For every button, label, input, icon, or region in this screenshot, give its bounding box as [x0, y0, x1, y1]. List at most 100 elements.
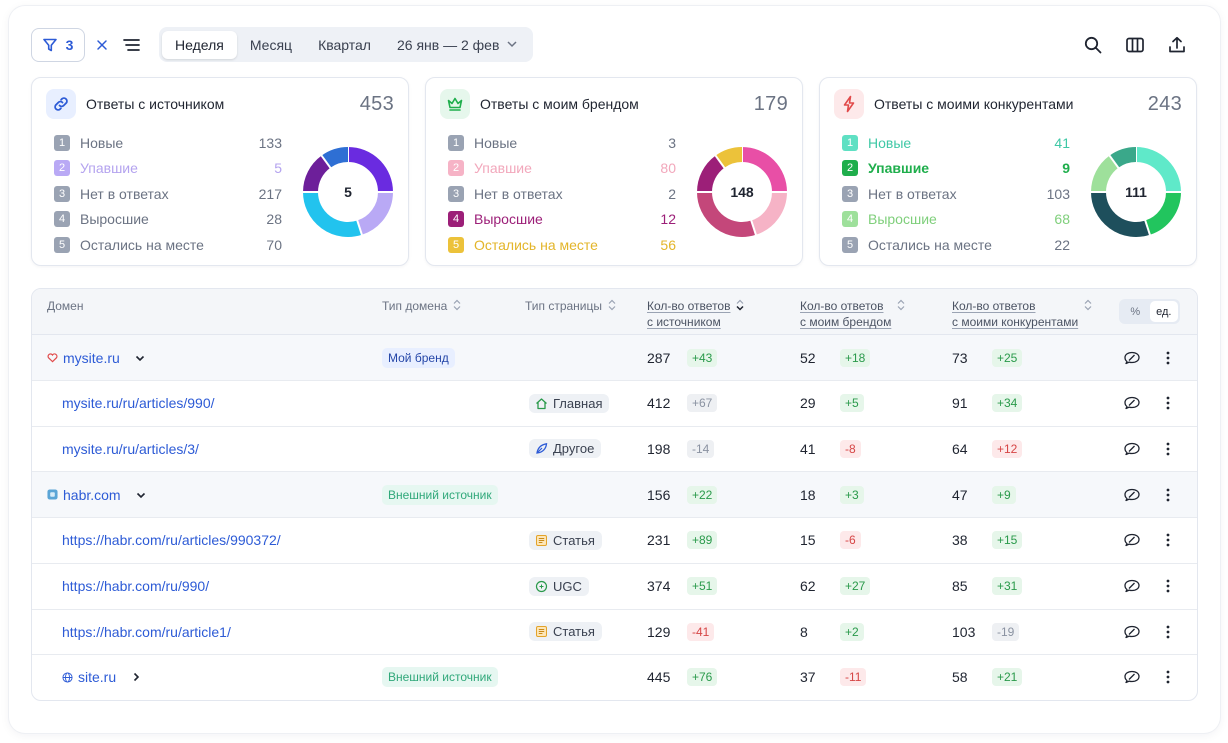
- table-group-row[interactable]: mysite.ru Мой бренд 287 +43 52 +18 73 +2…: [32, 335, 1197, 381]
- ai-answers-button[interactable]: [1124, 655, 1140, 700]
- donut-separator: [320, 154, 332, 170]
- more-vertical-icon[interactable]: [1166, 351, 1170, 365]
- row-menu-button[interactable]: [1166, 426, 1170, 471]
- header-page-type[interactable]: Тип страницы: [525, 298, 616, 314]
- donut-segment[interactable]: [1135, 147, 1181, 193]
- donut-segment[interactable]: [697, 155, 725, 193]
- ai-answers-icon[interactable]: [1124, 488, 1140, 502]
- chevron-down-icon[interactable]: [135, 489, 147, 501]
- donut-segment[interactable]: [347, 147, 393, 193]
- legend-item[interactable]: 2 Упавшие 5: [54, 156, 282, 182]
- columns-button[interactable]: [1122, 33, 1148, 57]
- more-vertical-icon[interactable]: [1166, 670, 1170, 684]
- donut-segment[interactable]: [1144, 191, 1181, 235]
- legend-item[interactable]: 5 Остались на месте 22: [842, 232, 1070, 258]
- clear-filter-button[interactable]: [89, 32, 115, 58]
- header-competitor-count[interactable]: Кол-во ответов с моими конкурентами: [952, 298, 1092, 330]
- legend-item[interactable]: 1 Новые 133: [54, 130, 282, 156]
- filter-button[interactable]: 3: [31, 27, 85, 62]
- donut-segment[interactable]: [303, 191, 362, 237]
- domain-link[interactable]: habr.com: [63, 486, 121, 503]
- header-domain-type[interactable]: Тип домена: [382, 298, 461, 314]
- legend-item[interactable]: 3 Нет в ответах 2: [448, 181, 676, 207]
- ai-answers-icon[interactable]: [1124, 670, 1140, 684]
- ai-answers-icon[interactable]: [1124, 442, 1140, 456]
- export-button[interactable]: [1164, 33, 1190, 57]
- donut-segment[interactable]: [1091, 155, 1119, 193]
- more-vertical-icon[interactable]: [1166, 579, 1170, 593]
- ai-answers-button[interactable]: [1124, 564, 1140, 609]
- donut-segment[interactable]: [356, 191, 393, 235]
- ai-answers-button[interactable]: [1124, 472, 1140, 517]
- domain-link[interactable]: https://habr.com/ru/990/: [62, 578, 210, 594]
- unit-count[interactable]: ед.: [1149, 301, 1178, 322]
- more-vertical-icon[interactable]: [1166, 442, 1170, 456]
- legend-item[interactable]: 3 Нет в ответах 217: [54, 181, 282, 207]
- group-button[interactable]: [119, 32, 145, 58]
- page-type-cell: Другое: [529, 426, 602, 471]
- table-row[interactable]: mysite.ru/ru/articles/3/ Другое 198 -14 …: [32, 426, 1197, 473]
- ai-answers-icon[interactable]: [1124, 579, 1140, 593]
- row-menu-button[interactable]: [1166, 609, 1170, 654]
- more-vertical-icon[interactable]: [1166, 488, 1170, 502]
- table-row[interactable]: https://habr.com/ru/article1/ Статья 129…: [32, 609, 1197, 656]
- ai-answers-button[interactable]: [1124, 335, 1140, 380]
- row-menu-button[interactable]: [1166, 518, 1170, 563]
- row-menu-button[interactable]: [1166, 655, 1170, 700]
- row-menu-button[interactable]: [1166, 335, 1170, 380]
- table-row[interactable]: https://habr.com/ru/990/ UGC 374 +51 62 …: [32, 564, 1197, 610]
- donut-segment[interactable]: [697, 191, 756, 237]
- table-row[interactable]: site.ru Внешний источник 445 +76 37 -11 …: [32, 655, 1197, 700]
- legend-item[interactable]: 2 Упавшие 80: [448, 156, 676, 182]
- header-brand-count[interactable]: Кол-во ответов с моим брендом: [800, 298, 905, 330]
- search-button[interactable]: [1080, 33, 1106, 57]
- ai-answers-button[interactable]: [1124, 518, 1140, 563]
- row-menu-button[interactable]: [1166, 564, 1170, 609]
- donut-segment[interactable]: [750, 191, 787, 235]
- legend-item[interactable]: 5 Остались на месте 70: [54, 232, 282, 258]
- legend-item[interactable]: 1 Новые 41: [842, 130, 1070, 156]
- legend-item[interactable]: 4 Выросшие 12: [448, 207, 676, 233]
- unit-percent[interactable]: %: [1130, 305, 1141, 318]
- legend-item[interactable]: 3 Нет в ответах 103: [842, 181, 1070, 207]
- more-vertical-icon[interactable]: [1166, 533, 1170, 547]
- domain-link[interactable]: https://habr.com/ru/article1/: [62, 623, 231, 640]
- ai-answers-icon[interactable]: [1124, 625, 1140, 639]
- period-month[interactable]: Месяц: [249, 36, 293, 53]
- donut-segment[interactable]: [303, 155, 331, 193]
- legend-item[interactable]: 2 Упавшие 9: [842, 156, 1070, 182]
- period-quarter[interactable]: Квартал: [318, 36, 371, 53]
- count-delta: +18: [840, 348, 871, 367]
- date-range-dropdown[interactable]: 26 янв — 2 фев: [384, 31, 530, 59]
- table-row[interactable]: mysite.ru/ru/articles/990/ Главная 412 +…: [32, 381, 1197, 427]
- legend-item[interactable]: 4 Выросшие 28: [54, 207, 282, 233]
- legend-item[interactable]: 5 Остались на месте 56: [448, 232, 676, 258]
- ai-answers-icon[interactable]: [1124, 351, 1140, 365]
- more-vertical-icon[interactable]: [1166, 396, 1170, 410]
- header-source-count[interactable]: Кол-во ответов с источником: [647, 298, 745, 330]
- table-row[interactable]: https://habr.com/ru/articles/990372/ Ста…: [32, 518, 1197, 564]
- donut-segment[interactable]: [741, 147, 787, 193]
- ai-answers-icon[interactable]: [1124, 533, 1140, 547]
- chevron-down-icon[interactable]: [134, 352, 146, 364]
- ai-answers-icon[interactable]: [1124, 396, 1140, 410]
- row-menu-button[interactable]: [1166, 472, 1170, 517]
- legend-item[interactable]: 4 Выросшие 68: [842, 207, 1070, 233]
- legend-number: 2: [54, 160, 70, 177]
- donut-segment[interactable]: [1091, 191, 1150, 237]
- domain-link[interactable]: https://habr.com/ru/articles/990372/: [62, 532, 281, 549]
- ai-answers-button[interactable]: [1124, 381, 1140, 426]
- domain-link[interactable]: mysite.ru/ru/articles/990/: [62, 395, 215, 412]
- table-group-row[interactable]: habr.com Внешний источник 156 +22 18 +3 …: [32, 472, 1197, 519]
- more-vertical-icon[interactable]: [1166, 625, 1170, 639]
- count-value: 129: [647, 623, 671, 640]
- domain-link[interactable]: mysite.ru: [63, 349, 120, 366]
- ai-answers-button[interactable]: [1124, 609, 1140, 654]
- ai-answers-button[interactable]: [1124, 426, 1140, 471]
- chevron-right-icon[interactable]: [130, 671, 142, 683]
- row-menu-button[interactable]: [1166, 381, 1170, 426]
- domain-link[interactable]: site.ru: [78, 669, 117, 686]
- domain-link[interactable]: mysite.ru/ru/articles/3/: [62, 440, 199, 457]
- legend-item[interactable]: 1 Новые 3: [448, 130, 676, 156]
- period-week[interactable]: Неделя: [162, 30, 237, 59]
